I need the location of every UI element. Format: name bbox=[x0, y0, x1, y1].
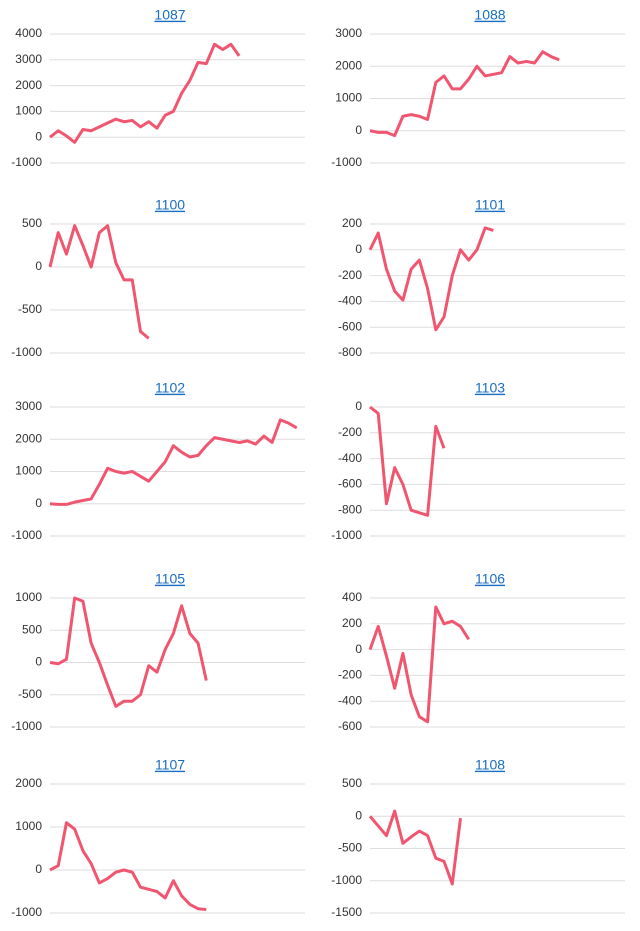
y-tick-label: 0 bbox=[355, 242, 362, 256]
y-tick-label: -1000 bbox=[331, 155, 362, 169]
y-tick-label: -1000 bbox=[331, 873, 362, 887]
y-tick-label: 2000 bbox=[15, 776, 42, 790]
y-tick-label: 0 bbox=[35, 259, 42, 273]
y-tick-label: -200 bbox=[338, 268, 362, 282]
y-tick-label: -800 bbox=[338, 502, 362, 516]
y-tick-label: -600 bbox=[338, 319, 362, 333]
y-tick-label: 1000 bbox=[15, 104, 42, 118]
y-tick-label: 400 bbox=[342, 590, 362, 604]
y-tick-label: 0 bbox=[35, 129, 42, 143]
data-line bbox=[49, 596, 208, 708]
data-line bbox=[49, 418, 298, 506]
y-tick-label: -600 bbox=[338, 477, 362, 491]
chart-title[interactable]: 1103 bbox=[475, 380, 505, 396]
y-tick-label: -1000 bbox=[11, 719, 42, 733]
y-tick-label: -1000 bbox=[11, 155, 42, 169]
y-tick-label: -1000 bbox=[11, 528, 42, 542]
y-tick-label: 200 bbox=[342, 616, 362, 630]
y-tick-label: -500 bbox=[18, 687, 42, 701]
y-tick-label: 1000 bbox=[15, 819, 42, 833]
y-tick-label: -1000 bbox=[331, 528, 362, 542]
y-tick-label: 0 bbox=[355, 642, 362, 656]
y-tick-label: -500 bbox=[18, 302, 42, 316]
data-line bbox=[368, 809, 462, 886]
chart-title[interactable]: 1102 bbox=[155, 380, 185, 396]
y-tick-label: -400 bbox=[338, 451, 362, 465]
y-tick-label: 3000 bbox=[335, 26, 362, 40]
y-tick-label: 2000 bbox=[335, 58, 362, 72]
y-tick-label: 0 bbox=[355, 399, 362, 413]
y-tick-label: 3000 bbox=[15, 52, 42, 66]
y-tick-label: -500 bbox=[338, 841, 362, 855]
y-tick-label: 0 bbox=[355, 808, 362, 822]
y-tick-label: -1500 bbox=[331, 905, 362, 919]
y-tick-label: 500 bbox=[22, 622, 42, 636]
y-tick-label: 2000 bbox=[15, 431, 42, 445]
data-line bbox=[368, 226, 494, 332]
chart-title[interactable]: 1105 bbox=[155, 571, 185, 587]
chart-title[interactable]: 1087 bbox=[154, 7, 185, 23]
y-tick-label: -400 bbox=[338, 294, 362, 308]
y-tick-label: 1000 bbox=[15, 464, 42, 478]
y-tick-label: 0 bbox=[355, 123, 362, 137]
data-line bbox=[369, 405, 446, 517]
data-line bbox=[368, 605, 470, 724]
data-line bbox=[369, 50, 560, 138]
y-tick-label: 200 bbox=[342, 216, 362, 230]
y-tick-label: -200 bbox=[338, 668, 362, 682]
y-tick-label: 500 bbox=[22, 216, 42, 230]
y-tick-label: 1000 bbox=[335, 91, 362, 105]
y-tick-label: 0 bbox=[35, 496, 42, 510]
y-tick-label: 1000 bbox=[15, 590, 42, 604]
y-tick-label: 500 bbox=[342, 776, 362, 790]
y-tick-label: 2000 bbox=[15, 78, 42, 92]
chart-title[interactable]: 1108 bbox=[475, 757, 505, 773]
data-line bbox=[48, 224, 150, 340]
y-tick-label: -1000 bbox=[11, 345, 42, 359]
y-tick-label: 4000 bbox=[15, 26, 42, 40]
y-tick-label: 0 bbox=[35, 655, 42, 669]
chart-title[interactable]: 1107 bbox=[155, 757, 185, 773]
data-line bbox=[49, 821, 207, 912]
y-tick-label: 3000 bbox=[15, 399, 42, 413]
chart-title[interactable]: 1100 bbox=[155, 197, 185, 213]
y-tick-label: -600 bbox=[338, 719, 362, 733]
y-tick-label: 0 bbox=[35, 862, 42, 876]
y-tick-label: -400 bbox=[338, 693, 362, 707]
chart-title[interactable]: 1088 bbox=[474, 7, 505, 23]
y-tick-label: -200 bbox=[338, 425, 362, 439]
data-line bbox=[49, 42, 241, 144]
chart-title[interactable]: 1101 bbox=[475, 197, 505, 213]
y-tick-label: -800 bbox=[338, 345, 362, 359]
y-tick-label: -1000 bbox=[11, 905, 42, 919]
chart-title[interactable]: 1106 bbox=[475, 571, 505, 587]
